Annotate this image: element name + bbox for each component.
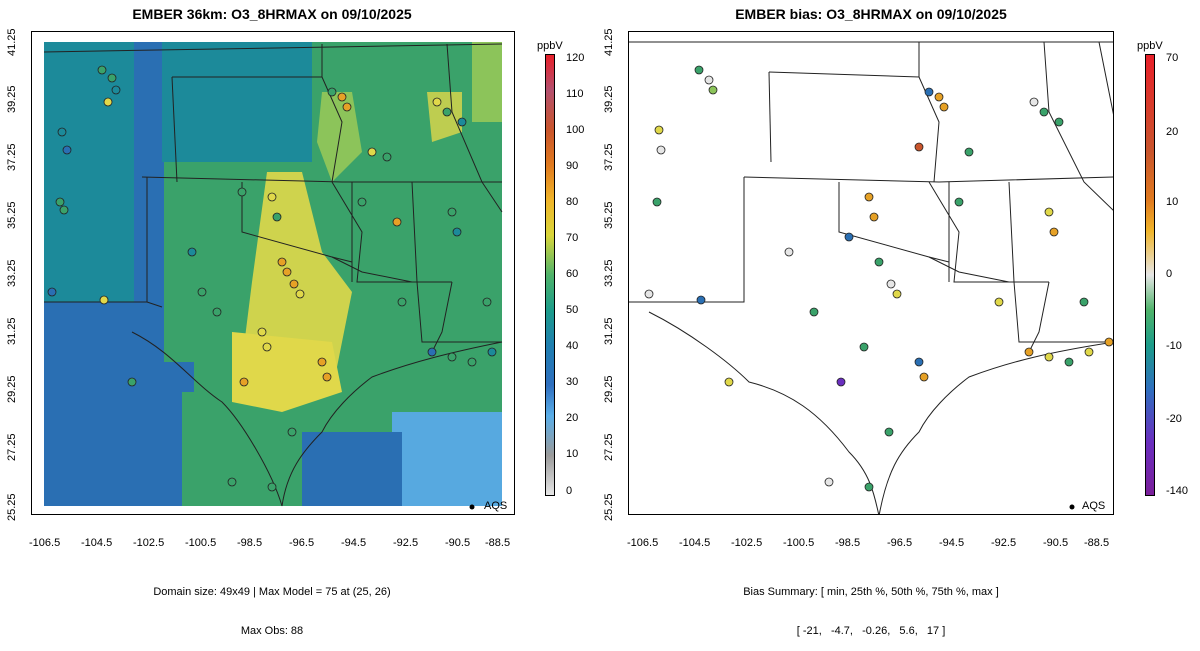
x-tick-label: -100.5 (783, 537, 815, 549)
y-tick-label: 33.25 (603, 259, 615, 287)
left-panel-title: EMBER 36km: O3_8HRMAX on 09/10/2025 (132, 6, 412, 22)
y-tick-label: 35.25 (6, 201, 18, 229)
left-caption: Domain size: 49x49 | Max Model = 75 at (… (42, 560, 502, 651)
y-tick-label: 41.25 (603, 28, 615, 56)
legend-label: 120 (566, 52, 585, 64)
x-tick-label: -100.5 (185, 537, 217, 549)
x-tick-label: -102.5 (731, 537, 763, 549)
y-tick-label: 25.25 (6, 493, 18, 521)
legend-label: 20 (1166, 126, 1179, 138)
y-tick-label: 27.25 (603, 433, 615, 461)
y-tick-label: 29.25 (603, 375, 615, 403)
legend-label: 0 (1166, 268, 1173, 280)
x-tick-label: -104.5 (679, 537, 711, 549)
legend-label: 10 (566, 448, 579, 460)
legend-label: 10 (1166, 196, 1179, 208)
legend-label: 60 (566, 268, 579, 280)
left-legend-units: ppbV (537, 40, 563, 52)
left-legend-bar (545, 54, 555, 496)
left-map-frame (31, 31, 515, 515)
legend-label: 40 (566, 340, 579, 352)
left-aqs-label: AQS (484, 500, 508, 512)
y-tick-label: 39.25 (6, 85, 18, 113)
right-panel-title: EMBER bias: O3_8HRMAX on 09/10/2025 (735, 6, 1007, 22)
y-tick-label: 31.25 (603, 317, 615, 345)
x-tick-label: -94.5 (341, 537, 367, 549)
y-tick-label: 31.25 (6, 317, 18, 345)
right-legend-bar (1145, 54, 1155, 496)
legend-label: 30 (566, 376, 579, 388)
legend-label: 80 (566, 196, 579, 208)
left-caption-line1: Domain size: 49x49 | Max Model = 75 at (… (153, 586, 391, 598)
right-legend-units: ppbV (1137, 40, 1163, 52)
x-tick-label: -102.5 (133, 537, 165, 549)
right-aqs-label: AQS (1082, 500, 1106, 512)
x-tick-label: -98.5 (835, 537, 861, 549)
y-tick-label: 37.25 (6, 143, 18, 171)
legend-label: 0 (566, 485, 573, 497)
x-tick-label: -98.5 (237, 537, 263, 549)
legend-label: 20 (566, 412, 579, 424)
y-tick-label: 33.25 (6, 259, 18, 287)
legend-label: 100 (566, 124, 585, 136)
right-map (629, 32, 1113, 514)
right-map-frame (628, 31, 1114, 515)
x-tick-label: -88.5 (485, 537, 511, 549)
x-tick-label: -96.5 (887, 537, 913, 549)
legend-label: 70 (1166, 52, 1179, 64)
y-tick-label: 39.25 (603, 85, 615, 113)
x-tick-label: -94.5 (939, 537, 965, 549)
y-tick-label: 27.25 (6, 433, 18, 461)
legend-label: -10 (1166, 340, 1182, 352)
y-tick-label: 25.25 (603, 493, 615, 521)
y-tick-label: 29.25 (6, 375, 18, 403)
left-caption-line2: Max Obs: 88 (240, 625, 304, 637)
y-tick-label: 41.25 (6, 28, 18, 56)
legend-label: 90 (566, 160, 579, 172)
right-caption: Bias Summary: [ min, 25th %, 50th %, 75t… (640, 560, 1102, 651)
x-tick-label: -90.5 (445, 537, 471, 549)
x-tick-label: -92.5 (991, 537, 1017, 549)
x-tick-label: -106.5 (627, 537, 659, 549)
x-tick-label: -92.5 (393, 537, 419, 549)
x-tick-label: -90.5 (1043, 537, 1069, 549)
left-map (43, 42, 503, 510)
legend-label: -140 (1166, 485, 1189, 497)
right-caption-line2: [ -21, -4.7, -0.26, 5.6, 17 ] (796, 625, 946, 637)
legend-label: 110 (566, 88, 584, 100)
y-tick-label: 37.25 (603, 143, 615, 171)
x-tick-label: -106.5 (29, 537, 61, 549)
y-tick-label: 35.25 (603, 201, 615, 229)
legend-label: -20 (1166, 413, 1182, 425)
x-tick-label: -88.5 (1084, 537, 1110, 549)
x-tick-label: -96.5 (289, 537, 315, 549)
x-tick-label: -104.5 (81, 537, 113, 549)
right-caption-line1: Bias Summary: [ min, 25th %, 50th %, 75t… (743, 586, 999, 598)
legend-label: 70 (566, 232, 579, 244)
legend-label: 50 (566, 304, 579, 316)
